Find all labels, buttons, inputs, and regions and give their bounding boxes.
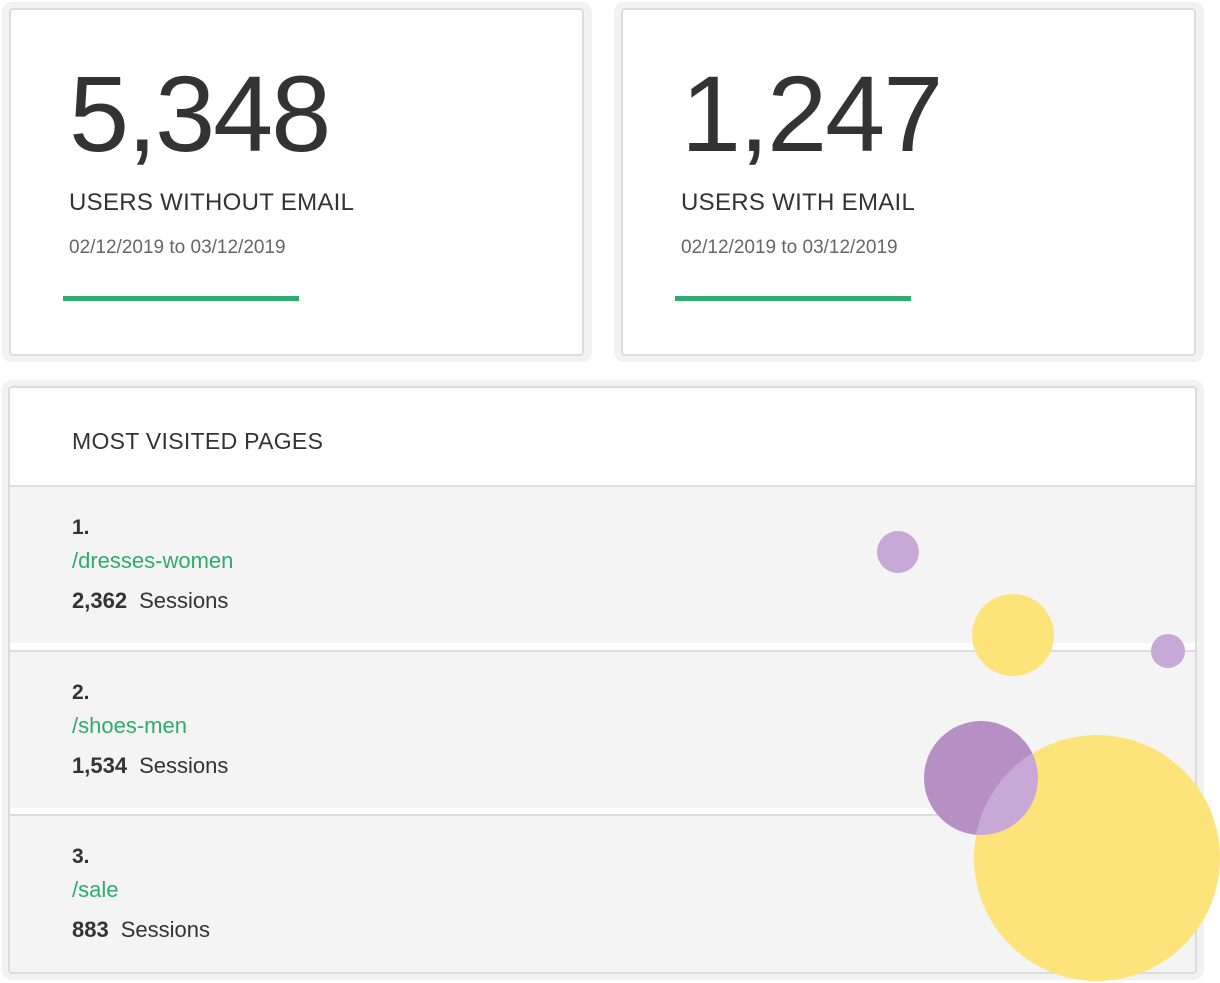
sessions-count: 1,534 xyxy=(72,753,128,778)
page-path-link[interactable]: /sale xyxy=(72,877,119,902)
most-visited-pages-card: MOST VISITED PAGES 1. /dresses-women 2,3… xyxy=(8,386,1197,974)
page-row-1: 1. /dresses-women 2,362 Sessions xyxy=(10,485,1195,643)
sessions-label: Sessions xyxy=(120,917,210,942)
stat-label: USERS WITH EMAIL xyxy=(681,189,916,216)
page-sessions: 883 Sessions xyxy=(72,916,210,944)
page-rank: 3. xyxy=(72,845,90,868)
page-row-2: 2. /shoes-men 1,534 Sessions xyxy=(10,650,1195,808)
stat-value: 1,247 xyxy=(681,53,943,174)
stat-label: USERS WITHOUT EMAIL xyxy=(69,189,355,216)
sessions-count: 883 xyxy=(72,917,109,942)
stat-accent-bar xyxy=(63,296,299,301)
date-range-separator: to xyxy=(169,237,186,258)
page-path-link[interactable]: /dresses-women xyxy=(72,548,234,573)
stat-value: 5,348 xyxy=(69,53,331,174)
section-title: MOST VISITED PAGES xyxy=(72,428,324,454)
date-range-separator: to xyxy=(781,237,798,258)
sessions-label: Sessions xyxy=(139,588,229,613)
date-to: 03/12/2019 xyxy=(802,237,898,258)
date-to: 03/12/2019 xyxy=(190,237,286,258)
page-rank: 2. xyxy=(72,681,90,704)
sessions-count: 2,362 xyxy=(72,588,128,613)
stat-card-users-with-email: 1,247 USERS WITH EMAIL 02/12/2019 to 03/… xyxy=(621,8,1196,356)
stat-date-range: 02/12/2019 to 03/12/2019 xyxy=(69,236,286,260)
page-row-3: 3. /sale 883 Sessions xyxy=(10,814,1195,972)
stat-card-users-without-email: 5,348 USERS WITHOUT EMAIL 02/12/2019 to … xyxy=(9,8,584,356)
stat-date-range: 02/12/2019 to 03/12/2019 xyxy=(681,236,898,260)
sessions-label: Sessions xyxy=(139,753,229,778)
page-rank: 1. xyxy=(72,516,90,539)
page-path-link[interactable]: /shoes-men xyxy=(72,713,187,738)
stat-accent-bar xyxy=(675,296,911,301)
date-from: 02/12/2019 xyxy=(69,237,165,258)
page-sessions: 2,362 Sessions xyxy=(72,587,228,615)
date-from: 02/12/2019 xyxy=(681,237,777,258)
page-sessions: 1,534 Sessions xyxy=(72,752,228,780)
